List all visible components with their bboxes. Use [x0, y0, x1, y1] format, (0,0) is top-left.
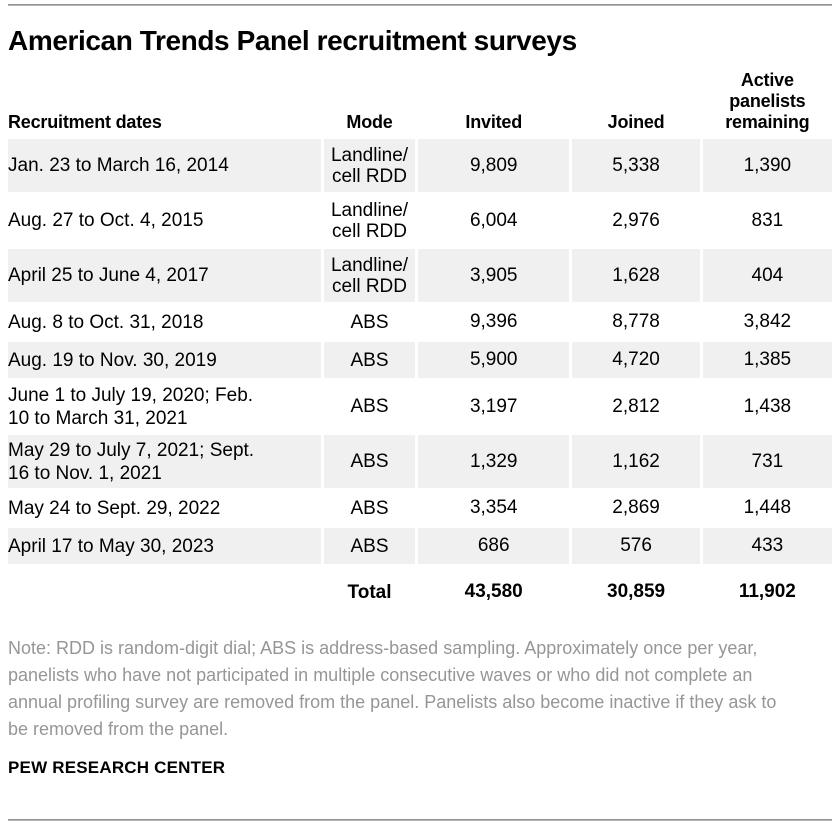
joined-cell: 8,778 [612, 311, 660, 332]
total-row: Total 43,580 30,859 11,902 [8, 566, 832, 613]
dates-cell: April 25 to June 4, 2017 [8, 249, 322, 302]
dates-cell: Aug. 8 to Oct. 31, 2018 [8, 304, 321, 340]
total-invited: 43,580 [464, 581, 523, 602]
mode-cell: ABS [350, 396, 389, 417]
col-header-joined: Joined [607, 112, 665, 132]
source-label: PEW RESEARCH CENTER [8, 758, 226, 777]
mode-cell: ABS [324, 435, 415, 488]
invited-cell: 3,905 [417, 249, 570, 302]
dates-text: April 17 to May 30, 2023 [8, 535, 214, 557]
dates-text: Aug. 8 to Oct. 31, 2018 [8, 311, 204, 333]
dates-text: May 29 to July 7, 2021; Sept. 16 to Nov.… [8, 439, 255, 484]
mode-cell: Landline/ cell RDD [324, 249, 415, 302]
mode-cell: ABS [350, 311, 389, 333]
total-label: Total [347, 581, 392, 603]
mode-cell: ABS [324, 528, 415, 564]
total-empty-cell [8, 566, 321, 613]
invited-cell: 9,809 [417, 139, 570, 192]
table-row: May 24 to Sept. 29, 2022 ABS 3,354 2,869… [8, 490, 832, 526]
dates-text: Aug. 27 to Oct. 4, 2015 [8, 210, 204, 231]
dates-text: April 25 to June 4, 2017 [8, 265, 209, 286]
invited-cell: 3,197 [469, 395, 518, 417]
joined-cell: 1,628 [572, 249, 700, 302]
dates-cell: Jan. 23 to March 16, 2014 [8, 139, 322, 192]
note-text: Note: RDD is random-digit dial; ABS is a… [8, 638, 777, 739]
dates-text: Aug. 19 to Nov. 30, 2019 [8, 349, 217, 371]
col-header-active-panelists-label: Active panelists remaining [725, 70, 810, 132]
total-joined: 30,859 [607, 581, 666, 602]
dates-cell: April 17 to May 30, 2023 [8, 528, 322, 564]
table-row: April 25 to June 4, 2017 Landline/ cell … [8, 249, 832, 302]
dates-text: May 24 to Sept. 29, 2022 [8, 497, 221, 519]
remaining-cell: 1,438 [743, 395, 792, 417]
col-header-active-panelists: Active panelists remaining [703, 70, 832, 137]
table-row: May 29 to July 7, 2021; Sept. 16 to Nov.… [8, 435, 832, 488]
joined-cell: 2,812 [612, 395, 660, 417]
joined-cell: 5,338 [572, 139, 700, 192]
dates-text: June 1 to July 19, 2020; Feb. 10 to Marc… [8, 384, 254, 429]
dates-text: Jan. 23 to March 16, 2014 [8, 155, 229, 176]
remaining-cell: 433 [702, 528, 832, 564]
mode-cell: ABS [324, 342, 415, 378]
mode-cell: ABS [350, 497, 389, 519]
col-header-mode: Mode [346, 112, 393, 132]
invited-cell: 5,900 [417, 342, 570, 378]
dates-cell: May 24 to Sept. 29, 2022 [8, 490, 321, 526]
invited-cell: 9,396 [469, 311, 518, 332]
joined-cell: 576 [572, 528, 700, 564]
recruitment-table: Recruitment dates Mode Invited Joined Ac… [5, 68, 835, 615]
invited-cell: 6,004 [469, 209, 518, 231]
joined-cell: 2,869 [612, 497, 660, 518]
invited-cell: 686 [417, 528, 570, 564]
table-row: Aug. 27 to Oct. 4, 2015 Landline/ cell R… [8, 194, 832, 247]
top-rule [8, 4, 832, 6]
header-row: Recruitment dates Mode Invited Joined Ac… [8, 70, 832, 137]
joined-cell: 1,162 [572, 435, 700, 488]
joined-cell: 4,720 [572, 342, 700, 378]
bottom-rule [8, 819, 832, 821]
dates-cell: May 29 to July 7, 2021; Sept. 16 to Nov.… [8, 435, 322, 488]
mode-cell: Landline/ cell RDD [330, 199, 409, 242]
invited-cell: 3,354 [469, 497, 518, 518]
joined-cell: 2,976 [612, 209, 660, 231]
col-header-invited: Invited [465, 112, 523, 132]
dates-cell: Aug. 27 to Oct. 4, 2015 [8, 194, 321, 247]
table-row: Jan. 23 to March 16, 2014 Landline/ cell… [8, 139, 832, 192]
dates-cell: Aug. 19 to Nov. 30, 2019 [8, 342, 322, 378]
remaining-cell: 1,448 [743, 497, 792, 518]
remaining-cell: 731 [702, 435, 832, 488]
table-row: June 1 to July 19, 2020; Feb. 10 to Marc… [8, 380, 832, 433]
col-header-recruitment-dates: Recruitment dates [8, 112, 162, 132]
dates-cell: June 1 to July 19, 2020; Feb. 10 to Marc… [8, 380, 321, 433]
remaining-cell: 1,385 [702, 342, 832, 378]
table-row: Aug. 19 to Nov. 30, 2019 ABS 5,900 4,720… [8, 342, 832, 378]
remaining-cell: 831 [751, 209, 784, 231]
page-title: American Trends Panel recruitment survey… [8, 25, 577, 56]
invited-cell: 1,329 [417, 435, 570, 488]
total-remaining: 11,902 [738, 581, 796, 602]
remaining-cell: 3,842 [743, 311, 792, 332]
table-row: April 17 to May 30, 2023 ABS 686 576 433 [8, 528, 832, 564]
mode-cell: Landline/ cell RDD [324, 139, 415, 192]
remaining-cell: 1,390 [702, 139, 832, 192]
remaining-cell: 404 [702, 249, 832, 302]
table-row: Aug. 8 to Oct. 31, 2018 ABS 9,396 8,778 … [8, 304, 832, 340]
